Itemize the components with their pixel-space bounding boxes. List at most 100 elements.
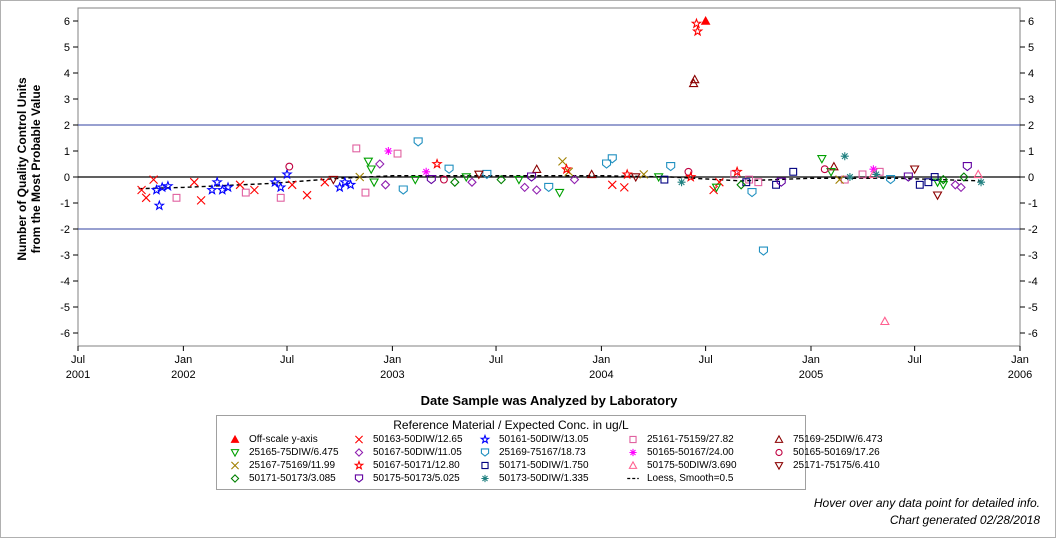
legend-marker xyxy=(353,459,365,471)
data-point xyxy=(977,178,986,187)
legend-label: 50171-50DIW/1.750 xyxy=(499,460,589,471)
data-point xyxy=(973,169,984,179)
y-tick-label: -4 xyxy=(60,276,70,288)
data-point xyxy=(660,175,669,184)
data-point xyxy=(776,177,786,187)
x-tick-label: Jul xyxy=(908,354,922,366)
data-point xyxy=(736,180,746,190)
data-point xyxy=(206,183,218,195)
data-point xyxy=(444,164,454,174)
y-tick-label: -2 xyxy=(60,224,70,236)
data-point xyxy=(886,175,896,185)
data-point xyxy=(621,168,633,180)
legend-marker-shape xyxy=(230,434,240,443)
data-point xyxy=(467,177,477,187)
data-point xyxy=(531,185,542,195)
x-tick-label: Jul xyxy=(71,354,85,366)
data-point xyxy=(355,172,365,182)
data-point xyxy=(531,164,542,173)
x-tick-label: Jan xyxy=(174,354,192,366)
legend-marker xyxy=(775,448,783,457)
data-point xyxy=(172,193,181,202)
data-point xyxy=(384,147,393,155)
legend-marker xyxy=(231,461,239,470)
y-axis-label-line: from the Most Probable Value xyxy=(29,84,43,253)
data-point xyxy=(461,173,472,183)
x-tick-year: 2003 xyxy=(380,369,404,381)
legend-marker-shape xyxy=(353,459,365,471)
legend: Reference Material / Expected Conc. in u… xyxy=(216,415,883,490)
legend-marker-shape xyxy=(774,462,784,471)
data-point xyxy=(150,183,163,195)
y-tick-label: -5 xyxy=(60,302,70,314)
data-point xyxy=(789,167,798,176)
legend-label: 25171-75175/6.410 xyxy=(793,460,880,471)
y-tick-label-right: -3 xyxy=(1028,250,1038,262)
data-point xyxy=(772,180,781,189)
data-point xyxy=(845,173,854,181)
y-tick-label-right: 1 xyxy=(1028,146,1034,158)
legend-marker-shape xyxy=(629,448,637,457)
legend-label: Loess, Smooth=0.5 xyxy=(647,473,734,484)
legend-label: 50171-50173/3.085 xyxy=(249,473,336,484)
generated-date: Chart generated 02/28/2018 xyxy=(889,513,1040,527)
x-tick-year: 2006 xyxy=(1008,369,1032,381)
data-point xyxy=(700,15,711,25)
x-tick-label: Jul xyxy=(280,354,294,366)
data-point xyxy=(816,155,827,164)
y-tick-label: -6 xyxy=(60,328,70,340)
data-point xyxy=(241,188,250,197)
legend-label: 50175-50DIW/3.690 xyxy=(647,460,737,471)
legend-marker xyxy=(230,434,240,443)
data-point xyxy=(607,180,617,190)
y-tick-label-right: -6 xyxy=(1028,328,1038,340)
y-tick-label: 1 xyxy=(64,146,70,158)
data-point xyxy=(398,185,408,195)
data-point xyxy=(709,185,719,195)
data-point xyxy=(586,169,597,179)
data-point xyxy=(162,180,174,191)
data-point xyxy=(747,188,757,198)
legend-title: Reference Material / Expected Conc. in u… xyxy=(393,418,629,432)
y-tick-label-right: -5 xyxy=(1028,302,1038,314)
legend-marker xyxy=(354,474,364,483)
data-point xyxy=(422,167,431,176)
x-tick-year: 2002 xyxy=(171,369,195,381)
data-point xyxy=(711,183,722,193)
data-point xyxy=(731,165,743,177)
data-point xyxy=(496,174,506,185)
legend-marker xyxy=(481,461,489,470)
data-point xyxy=(393,149,402,158)
legend-marker-shape xyxy=(481,461,489,470)
legend-label: 50165-50169/17.26 xyxy=(793,447,880,458)
y-tick-label: 0 xyxy=(64,172,70,184)
y-tick-label-right: -1 xyxy=(1028,198,1038,210)
legend-label: 50173-50DIW/1.335 xyxy=(499,473,589,484)
legend-label: 75169-25DIW/6.473 xyxy=(793,434,883,445)
y-tick-label: 3 xyxy=(64,94,70,106)
legend-marker xyxy=(355,435,363,444)
data-point xyxy=(450,177,460,187)
legend-marker xyxy=(627,477,639,480)
data-point xyxy=(249,185,259,195)
data-point xyxy=(380,180,391,190)
legend-marker xyxy=(230,449,240,458)
x-tick-label: Jan xyxy=(593,354,611,366)
data-point xyxy=(426,175,436,185)
data-point xyxy=(691,25,704,37)
data-point xyxy=(439,175,448,184)
data-point xyxy=(320,177,330,187)
data-point xyxy=(677,178,686,187)
data-point xyxy=(689,74,700,84)
data-point xyxy=(211,176,223,188)
data-point xyxy=(962,162,972,172)
x-tick-label: Jan xyxy=(384,354,402,366)
data-point xyxy=(369,178,379,188)
y-tick-label: 5 xyxy=(64,42,70,54)
data-point xyxy=(930,173,939,181)
legend-label: 25169-75167/18.73 xyxy=(499,447,586,458)
data-point xyxy=(558,157,567,166)
data-point xyxy=(375,159,385,169)
data-point xyxy=(903,172,913,182)
